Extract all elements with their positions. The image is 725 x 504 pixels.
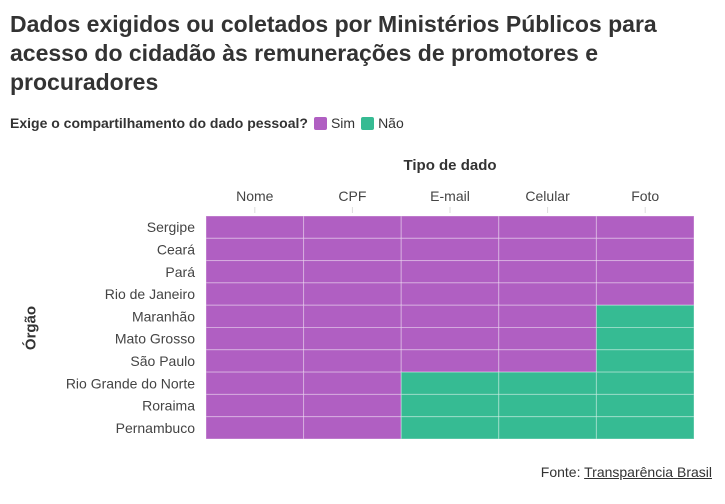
heatmap-cell-pernambuco-e-mail [400, 416, 500, 440]
heatmap-cell-ceara-cpf [303, 237, 402, 262]
y-tick-label-para: Pará [165, 264, 195, 280]
y-tick-label-roraima: Roraima [142, 398, 195, 414]
x-tick-label-nome: Nome [236, 188, 274, 204]
heatmap-cell-sergipe-nome [205, 215, 305, 239]
heatmap-cell-ceara-nome [205, 237, 305, 262]
x-tick-label-cpf: CPF [338, 188, 366, 204]
heatmap-cell-maranhao-celular [498, 304, 597, 329]
source-prefix: Fonte: [540, 464, 585, 480]
heatmap-cell-mato-grosso-foto [595, 327, 695, 351]
heatmap-cell-para-celular [498, 260, 597, 284]
source-link[interactable]: Transparência Brasil [584, 464, 712, 480]
heatmap-cell-mato-grosso-e-mail [400, 327, 500, 351]
heatmap-cell-sergipe-e-mail [400, 215, 500, 239]
heatmap-cell-ceara-foto [595, 237, 695, 262]
heatmap-cell-para-e-mail [400, 260, 500, 284]
y-tick-label-sao-paulo: São Paulo [130, 353, 195, 369]
heatmap-cell-pernambuco-foto [595, 416, 695, 440]
heatmap-cell-sao-paulo-nome [205, 349, 305, 373]
legend: Exige o compartilhamento do dado pessoal… [10, 113, 410, 133]
legend-title: Exige o compartilhamento do dado pessoal… [10, 115, 308, 131]
y-tick-label-ceara: Ceará [157, 241, 195, 257]
legend-item-nao: Não [361, 115, 404, 131]
y-tick-label-pernambuco: Pernambuco [116, 420, 196, 436]
heatmap-cell-maranhao-nome [205, 304, 305, 329]
heatmap-cell-roraima-foto [595, 393, 695, 418]
heatmap-cell-para-cpf [303, 260, 402, 284]
heatmap-cell-rio-grande-do-norte-foto [595, 371, 695, 395]
heatmap-cell-maranhao-e-mail [400, 304, 500, 329]
heatmap-cell-rio-de-janeiro-foto [595, 282, 695, 306]
heatmap-cell-sao-paulo-cpf [303, 349, 402, 373]
heatmap-cell-rio-de-janeiro-celular [498, 282, 597, 306]
heatmap-cell-rio-de-janeiro-cpf [303, 282, 402, 306]
y-tick-label-mato-grosso: Mato Grosso [115, 331, 195, 347]
heatmap-cell-rio-de-janeiro-nome [205, 282, 305, 306]
x-tick-label-e-mail: E-mail [430, 188, 470, 204]
heatmap-cell-ceara-celular [498, 237, 597, 262]
legend-label-sim: Sim [330, 115, 356, 131]
y-tick-label-rio-de-janeiro: Rio de Janeiro [105, 286, 195, 302]
heatmap-cell-pernambuco-celular [498, 416, 597, 440]
heatmap-cell-rio-de-janeiro-e-mail [400, 282, 500, 306]
y-tick-label-sergipe: Sergipe [147, 219, 195, 235]
heatmap-cell-mato-grosso-celular [498, 327, 597, 351]
heatmap-cell-rio-grande-do-norte-cpf [303, 371, 402, 395]
heatmap-cell-ceara-e-mail [400, 237, 500, 262]
heatmap-cell-pernambuco-cpf [303, 416, 402, 440]
heatmap-cell-roraima-e-mail [400, 393, 500, 418]
legend-swatch-nao [361, 116, 375, 130]
chart-title: Dados exigidos ou coletados por Ministér… [10, 11, 657, 95]
heatmap-cell-para-foto [595, 260, 695, 284]
y-tick-label-maranhao: Maranhão [132, 308, 195, 324]
heatmap-cell-sao-paulo-celular [498, 349, 597, 373]
heatmap-cell-rio-grande-do-norte-e-mail [400, 371, 500, 395]
heatmap-cell-sao-paulo-foto [595, 349, 695, 373]
heatmap-cell-mato-grosso-cpf [303, 327, 402, 351]
y-tick-label-rio-grande-do-norte: Rio Grande do Norte [66, 375, 195, 391]
heatmap-cell-sergipe-cpf [303, 215, 402, 239]
heatmap-cell-pernambuco-nome [205, 416, 305, 440]
legend-item-sim: Sim [313, 115, 356, 131]
source-note: Fonte: Transparência Brasil [541, 464, 712, 480]
heatmap-cell-sergipe-foto [595, 215, 695, 239]
heatmap-cell-mato-grosso-nome [205, 327, 305, 351]
heatmap-cell-maranhao-foto [595, 304, 695, 329]
heatmap-cell-roraima-cpf [303, 393, 402, 418]
heatmap-cell-sergipe-celular [498, 215, 597, 239]
heatmap-cell-roraima-celular [498, 393, 597, 418]
legend-swatch-sim [313, 116, 327, 130]
x-axis-title: Tipo de dado [403, 157, 497, 174]
heatmap-cell-rio-grande-do-norte-nome [205, 371, 305, 395]
x-tick-label-celular: Celular [525, 188, 570, 204]
heatmap-cell-para-nome [205, 260, 305, 284]
heatmap-cell-rio-grande-do-norte-celular [498, 371, 597, 395]
x-tick-label-foto: Foto [631, 188, 659, 204]
legend-label-nao: Não [378, 115, 404, 131]
heatmap-cell-roraima-nome [205, 393, 305, 418]
heatmap-cell-sao-paulo-e-mail [400, 349, 500, 373]
heatmap-cell-maranhao-cpf [303, 304, 402, 329]
